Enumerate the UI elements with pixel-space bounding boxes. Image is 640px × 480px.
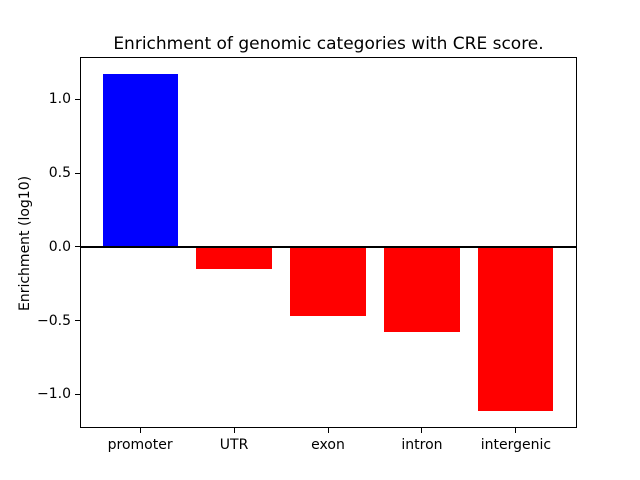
x-tick-label-promoter: promoter (107, 436, 173, 453)
y-tick-label: 1.0 (48, 91, 71, 108)
y-tick-label: 0.5 (48, 165, 71, 182)
zero-line (80, 245, 576, 248)
x-tick-label-UTR: UTR (219, 436, 249, 453)
y-tick-mark (75, 320, 80, 322)
bar-promoter (102, 74, 178, 247)
bar-intergenic (478, 246, 554, 411)
y-tick-label: −0.5 (37, 312, 71, 329)
y-tick-label: 0.0 (48, 238, 71, 255)
y-tick-mark (75, 172, 80, 174)
x-tick-mark (139, 427, 141, 433)
chart-title: Enrichment of genomic categories with CR… (113, 34, 544, 54)
x-tick-label-exon: exon (311, 436, 345, 453)
x-tick-mark (233, 427, 235, 433)
bar-intron (384, 246, 460, 333)
bar-UTR (196, 246, 272, 270)
x-tick-label-intron: intron (401, 436, 443, 453)
bar-exon (290, 246, 366, 317)
x-tick-mark (421, 427, 423, 433)
x-tick-mark (327, 427, 329, 433)
y-tick-label: −1.0 (37, 386, 71, 403)
y-tick-mark (75, 98, 80, 100)
x-tick-mark (515, 427, 517, 433)
y-tick-mark (75, 246, 80, 248)
y-tick-mark (75, 393, 80, 395)
x-tick-label-intergenic: intergenic (480, 436, 552, 453)
